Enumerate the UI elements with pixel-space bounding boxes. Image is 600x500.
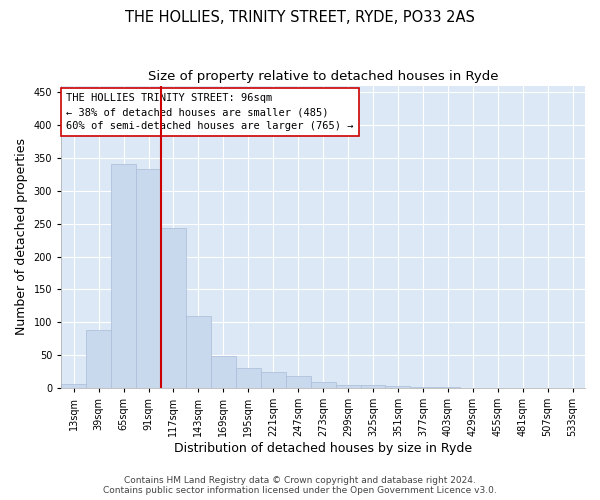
- Bar: [361, 386, 385, 388]
- Bar: [86, 330, 111, 388]
- Bar: [286, 376, 311, 388]
- Title: Size of property relative to detached houses in Ryde: Size of property relative to detached ho…: [148, 70, 499, 83]
- Bar: [111, 164, 136, 388]
- Bar: [211, 356, 236, 388]
- Bar: [136, 169, 161, 388]
- Text: THE HOLLIES TRINITY STREET: 96sqm
← 38% of detached houses are smaller (485)
60%: THE HOLLIES TRINITY STREET: 96sqm ← 38% …: [67, 93, 354, 131]
- Bar: [161, 228, 186, 388]
- Y-axis label: Number of detached properties: Number of detached properties: [15, 138, 28, 336]
- Bar: [186, 316, 211, 388]
- Bar: [335, 385, 361, 388]
- Bar: [236, 368, 261, 388]
- X-axis label: Distribution of detached houses by size in Ryde: Distribution of detached houses by size …: [174, 442, 472, 455]
- Text: THE HOLLIES, TRINITY STREET, RYDE, PO33 2AS: THE HOLLIES, TRINITY STREET, RYDE, PO33 …: [125, 10, 475, 25]
- Text: Contains HM Land Registry data © Crown copyright and database right 2024.
Contai: Contains HM Land Registry data © Crown c…: [103, 476, 497, 495]
- Bar: [61, 384, 86, 388]
- Bar: [385, 386, 410, 388]
- Bar: [311, 382, 335, 388]
- Bar: [261, 372, 286, 388]
